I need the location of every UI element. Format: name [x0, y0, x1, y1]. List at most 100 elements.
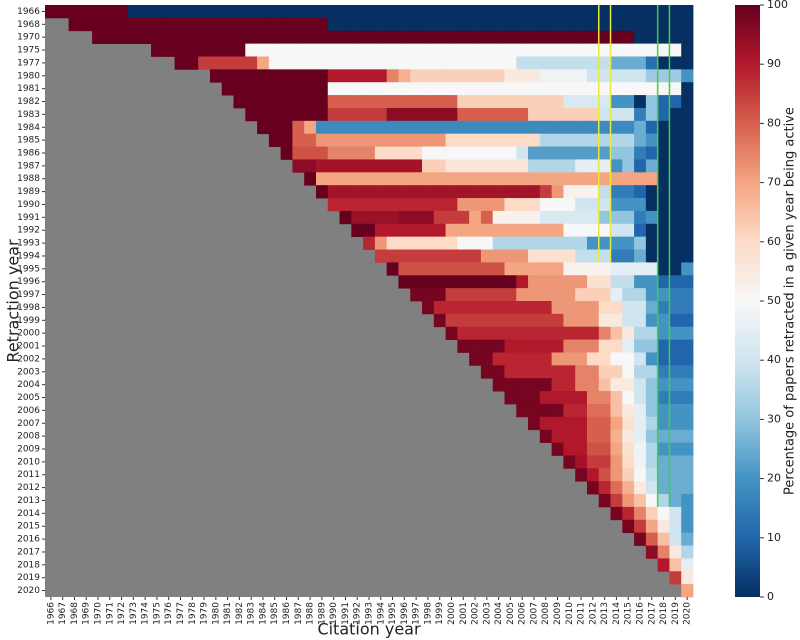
heatmap-cell: [374, 223, 388, 238]
heatmap-cell: [492, 236, 505, 250]
heatmap-cell: [610, 494, 623, 508]
heatmap-cell: [327, 69, 340, 83]
heatmap-cell: [351, 43, 364, 57]
heatmap-cell: [186, 43, 199, 57]
heatmap-cell: [657, 159, 670, 173]
heatmap-cell: [433, 185, 446, 199]
heatmap-cell: [516, 288, 529, 302]
heatmap-cell: [669, 481, 682, 495]
heatmap-cell: [327, 133, 340, 147]
heatmap-cell: [115, 5, 128, 19]
heatmap-cell: [457, 301, 470, 315]
y-tick-label: 1994: [17, 251, 40, 261]
heatmap-cell: [528, 30, 541, 45]
heatmap-cell: [469, 172, 482, 186]
heatmap-cell: [622, 159, 635, 173]
heatmap-cell: [563, 391, 576, 405]
y-tick-label: 1990: [17, 200, 40, 210]
heatmap-cell: [586, 365, 600, 379]
heatmap-cell: [315, 82, 329, 96]
heatmap-cell: [257, 107, 270, 122]
heatmap-cell: [634, 494, 647, 508]
heatmap-cell: [610, 301, 623, 315]
heatmap-cell: [516, 210, 529, 225]
heatmap-cell: [598, 5, 611, 19]
heatmap-cell: [669, 249, 682, 263]
heatmap-cell: [221, 43, 234, 57]
heatmap-cell: [469, 210, 482, 225]
heatmap-cell: [339, 69, 352, 83]
heatmap-cell: [586, 107, 600, 122]
heatmap-cell: [575, 416, 588, 431]
heatmap-cell: [669, 301, 682, 315]
heatmap-cell: [669, 532, 682, 546]
heatmap-cell: [410, 198, 423, 212]
heatmap-cell: [363, 107, 376, 122]
heatmap-cell: [351, 95, 364, 109]
heatmap-cell: [598, 56, 611, 70]
heatmap-cell: [622, 223, 635, 238]
heatmap-cell: [657, 416, 670, 431]
x-tick-label: 2008: [541, 602, 551, 625]
heatmap-cell: [516, 120, 529, 135]
heatmap-cell: [645, 275, 659, 289]
heatmap-cell: [386, 43, 399, 57]
heatmap-cell: [645, 455, 659, 469]
heatmap-cell: [634, 313, 647, 328]
x-tick-label: 1975: [152, 602, 162, 625]
heatmap-cell: [657, 198, 670, 212]
heatmap-cell: [681, 429, 694, 443]
heatmap-cell: [292, 69, 305, 83]
heatmap-cell: [492, 43, 505, 57]
heatmap-cell: [304, 43, 317, 57]
heatmap-cell: [598, 146, 611, 160]
heatmap-cell: [669, 442, 682, 456]
heatmap-cell: [445, 43, 458, 57]
heatmap-cell: [339, 5, 352, 19]
heatmap-cell: [586, 481, 600, 495]
heatmap-cell: [657, 352, 670, 366]
heatmap-cell: [398, 236, 411, 250]
heatmap-cell: [669, 506, 682, 521]
heatmap-cell: [586, 210, 600, 225]
heatmap-cell: [469, 262, 482, 276]
heatmap-cell: [551, 442, 564, 456]
heatmap-cell: [681, 56, 694, 70]
heatmap-cell: [681, 120, 694, 135]
heatmap-cell: [221, 82, 234, 96]
heatmap-cell: [598, 481, 611, 495]
heatmap-cell: [645, 532, 659, 546]
heatmap-cell: [657, 442, 670, 456]
heatmap-cell: [386, 30, 399, 45]
heatmap-cell: [363, 146, 376, 160]
heatmap-cell: [622, 391, 635, 405]
heatmap-cell: [221, 69, 234, 83]
heatmap-cell: [610, 120, 623, 135]
heatmap-cell: [681, 481, 694, 495]
y-tick-label: 1986: [17, 149, 40, 159]
heatmap-cell: [657, 301, 670, 315]
heatmap-cell: [539, 223, 553, 238]
heatmap-cell: [422, 262, 435, 276]
heatmap-cell: [586, 43, 600, 57]
heatmap-cell: [327, 82, 340, 96]
heatmap-cell: [634, 352, 647, 366]
heatmap-cell: [480, 301, 494, 315]
x-tick-label: 1986: [282, 602, 292, 625]
heatmap-cell: [657, 120, 670, 135]
heatmap-cell: [292, 30, 305, 45]
heatmap-cell: [622, 468, 635, 482]
y-tick-label: 2017: [17, 547, 40, 557]
x-tick-label: 2003: [482, 602, 492, 625]
heatmap-cell: [575, 326, 588, 341]
heatmap-cell: [598, 365, 611, 379]
heatmap-cell: [433, 275, 446, 289]
heatmap-cell: [586, 352, 600, 366]
heatmap-cell: [445, 198, 458, 212]
heatmap-cell: [469, 198, 482, 212]
heatmap-cell: [634, 481, 647, 495]
heatmap-cell: [433, 43, 446, 57]
heatmap-cell: [551, 236, 564, 250]
heatmap-cell: [445, 223, 458, 238]
y-tick-label: 1981: [17, 84, 40, 94]
